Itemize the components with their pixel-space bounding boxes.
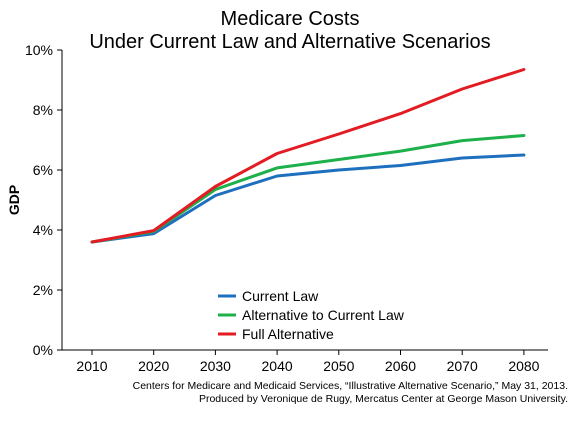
x-tick-label: 2010: [76, 358, 107, 374]
legend: Current Law Alternative to Current Law Ful…: [218, 288, 405, 342]
series-line: [90, 68, 526, 244]
tick-labels: 0% 2% 4% 6% 8% 10% 2010 2020 2030 2040 2050 2060 207…: [6, 42, 540, 374]
chart-subtitle: Under Current Law and Alternative Scenar…: [89, 31, 491, 53]
y-tick-label: 6%: [33, 162, 53, 178]
axes: [61, 50, 548, 351]
y-tick-label: 4%: [33, 222, 53, 238]
chart-title: Medicare Costs: [220, 8, 360, 30]
legend-label: Current Law: [242, 288, 319, 304]
y-tick-label: 0%: [33, 342, 53, 358]
series-line: [90, 134, 526, 244]
x-tick-label: 2060: [385, 358, 416, 374]
x-tick-label: 2050: [323, 358, 354, 374]
y-tick-label: 8%: [33, 102, 53, 118]
x-tick-label: 2020: [138, 358, 169, 374]
x-tick-label: 2070: [447, 358, 478, 374]
legend-label: Alternative to Current Law: [242, 307, 405, 323]
y-tick-label: 10%: [25, 42, 53, 58]
legend-label: Full Alternative: [242, 326, 334, 342]
y-tick-label: 2%: [33, 282, 53, 298]
x-tick-label: 2040: [262, 358, 293, 374]
series-lines: [90, 68, 526, 244]
series-line: [90, 153, 526, 244]
credit-note: Produced by Veronique de Rugy, Mercatus …: [198, 393, 568, 405]
source-note: Centers for Medicare and Medicaid Servic…: [132, 380, 568, 392]
y-axis-label: GDP: [6, 185, 22, 215]
x-tick-label: 2080: [508, 358, 539, 374]
x-tick-label: 2030: [200, 358, 231, 374]
